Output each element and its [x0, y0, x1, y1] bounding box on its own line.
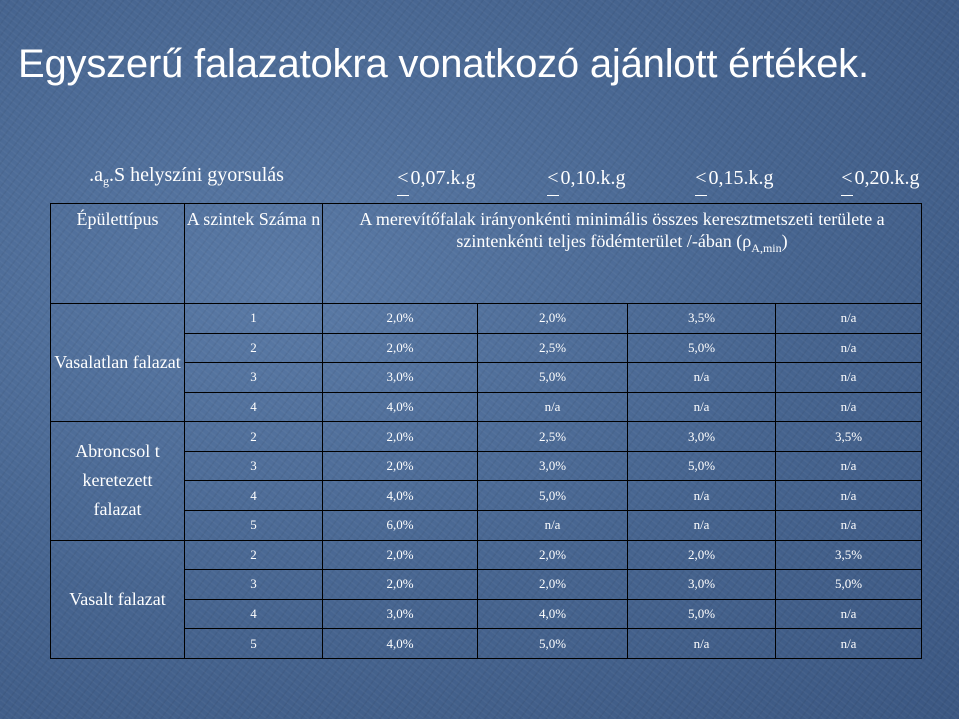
value-cell: 4,0% [322, 628, 479, 659]
limit-0-10: <0,10.k.g [478, 154, 628, 203]
column-header-row: Épülettípus A szintek Száma n A merevítő… [50, 202, 923, 304]
value-cell: 5,0% [775, 569, 923, 600]
storeys-cell: 4 [183, 391, 324, 423]
storeys-cell: 1 [183, 302, 324, 334]
value-cell: n/a [775, 450, 923, 482]
table-row: Abroncsol t keretezett falazat 2 2,0% 2,5% 3… [50, 421, 923, 541]
value-cell: n/a [775, 598, 923, 630]
storeys-cell: 3 [183, 362, 324, 393]
table-row: 5 6,0% n/a n/a n/a [51, 510, 923, 541]
table-row: 5 4,0% 5,0% n/a n/a [51, 628, 923, 659]
acceleration-label: .ag.S helyszíni gyorsulás [51, 154, 323, 203]
leq-symbol: < [547, 157, 559, 199]
value-cell: 2,0% [322, 302, 479, 334]
value-cell: 2,0% [322, 450, 479, 482]
table-row: 2 2,0% 2,5% 5,0% n/a [51, 332, 923, 364]
storeys-cell: 5 [183, 510, 324, 541]
value-cell: n/a [477, 510, 629, 541]
limit-text: 0,20.k.g [854, 167, 920, 190]
value-cell: 4,0% [322, 391, 479, 423]
slide-title: Egyszerű falazatokra vonatkozó ajánlott … [18, 42, 869, 86]
table-row: 3 3,0% 5,0% n/a n/a [51, 362, 923, 393]
value-cell: 3,0% [322, 362, 479, 393]
table-row: 4 4,0% n/a n/a n/a [51, 391, 923, 423]
table-row: Vasalt falazat 2 2,0% 2,0% 2,0% 3,5% [50, 539, 923, 660]
value-cell: 2,0% [322, 539, 479, 571]
value-cell: n/a [775, 362, 923, 393]
value-cell: n/a [775, 332, 923, 364]
value-cell: 5,0% [627, 450, 777, 482]
value-cell: 2,0% [627, 539, 777, 571]
value-cell: 2,0% [322, 569, 479, 600]
value-cell: 4,0% [322, 480, 479, 512]
storeys-cell: 2 [183, 332, 324, 364]
value-cell: 5,0% [627, 598, 777, 630]
storeys-cell: 2 [183, 539, 324, 571]
storeys-cell: 2 [183, 421, 324, 452]
value-cell: 3,0% [322, 598, 479, 630]
value-cell: n/a [775, 510, 923, 541]
limit-0-15: <0,15.k.g [628, 154, 776, 203]
acceleration-subscript: g [102, 174, 109, 189]
value-cell: n/a [627, 362, 777, 393]
value-cell: n/a [775, 480, 923, 512]
value-cell: n/a [627, 480, 777, 512]
value-cell: 3,0% [477, 450, 629, 482]
value-cell: 3,5% [627, 302, 777, 334]
limit-0-07: <0,07.k.g [323, 154, 478, 203]
value-cell: 2,0% [477, 302, 629, 334]
storeys-cell: 3 [183, 450, 324, 482]
building-type-cell: Vasalt falazat [50, 539, 185, 660]
description-close: ) [781, 230, 788, 251]
value-cell: 5,0% [627, 332, 777, 364]
building-type-header: Épülettípus [50, 202, 185, 304]
value-cell: n/a [775, 302, 923, 334]
value-cell: 2,0% [477, 569, 629, 600]
leq-symbol: < [397, 157, 409, 199]
value-cell: 5,0% [477, 362, 629, 393]
acceleration-suffix: .S helyszíni gyorsulás [108, 164, 284, 187]
storeys-cell: 5 [183, 628, 324, 659]
value-cell: 3,5% [775, 539, 923, 571]
table-row: 3 2,0% 3,0% 5,0% n/a [51, 450, 923, 482]
leq-symbol: < [695, 157, 707, 199]
value-cell: 6,0% [322, 510, 479, 541]
value-cell: n/a [775, 391, 923, 423]
acceleration-header-row: .ag.S helyszíni gyorsulás <0,07.k.g <0,1… [51, 154, 922, 203]
value-cell: n/a [477, 391, 629, 423]
building-type-cell: Abroncsol t keretezett falazat [50, 421, 185, 541]
value-cell: n/a [775, 628, 923, 659]
value-cell: 2,5% [477, 421, 629, 452]
value-cell: n/a [627, 391, 777, 423]
value-cell: 2,0% [322, 332, 479, 364]
value-cell: 3,0% [627, 421, 777, 452]
table-row: Vasalatlan falazat 1 2,0% 2,0% 3,5% n/a [50, 302, 923, 423]
storeys-cell: 4 [183, 480, 324, 512]
limit-text: 0,15.k.g [708, 167, 774, 190]
value-cell: 5,0% [477, 628, 629, 659]
limit-text: 0,10.k.g [560, 167, 626, 190]
description-header: A merevítőfalak irányonkénti minimális ö… [322, 202, 923, 304]
limit-text: 0,07.k.g [410, 167, 476, 190]
storeys-cell: 3 [183, 569, 324, 600]
leq-symbol: < [841, 157, 853, 199]
value-cell: 5,0% [477, 480, 629, 512]
limit-0-20: <0,20.k.g [776, 154, 922, 203]
value-cell: 4,0% [477, 598, 629, 630]
description-subscript: A,min [751, 240, 782, 255]
recommended-values-table: .ag.S helyszíni gyorsulás <0,07.k.g <0,1… [50, 154, 923, 660]
value-cell: 3,0% [627, 569, 777, 600]
storeys-header: A szintek Száma n [183, 202, 324, 304]
value-cell: n/a [627, 628, 777, 659]
value-cell: 2,0% [477, 539, 629, 571]
value-cell: 2,0% [322, 421, 479, 452]
description-text: A merevítőfalak irányonkénti minimális ö… [359, 208, 885, 251]
value-cell: 3,5% [775, 421, 923, 452]
building-type-cell: Vasalatlan falazat [50, 302, 185, 423]
storeys-cell: 4 [183, 598, 324, 630]
acceleration-prefix: .a [89, 164, 103, 187]
value-cell: 2,5% [477, 332, 629, 364]
value-cell: n/a [627, 510, 777, 541]
